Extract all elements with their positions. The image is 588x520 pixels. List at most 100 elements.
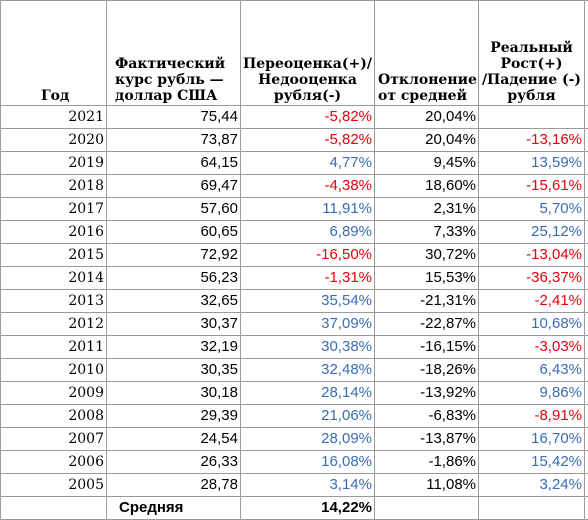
cell-real-growth[interactable]: 6,43% [479,359,585,382]
cell-year[interactable]: 2012 [1,313,107,336]
cell-real-growth[interactable]: 16,70% [479,428,585,451]
cell-extra[interactable] [585,359,588,382]
cell-year[interactable]: 2006 [1,451,107,474]
cell-deviation[interactable]: -21,31% [375,290,479,313]
cell-extra[interactable] [585,428,588,451]
cell-extra[interactable] [585,175,588,198]
cell-actual-rate[interactable]: 26,33 [107,451,241,474]
cell-real-growth[interactable]: 13,59% [479,152,585,175]
cell-extra[interactable] [585,152,588,175]
cell-actual-rate[interactable]: 24,54 [107,428,241,451]
cell-actual-rate[interactable]: 56,23 [107,267,241,290]
cell-real-growth[interactable] [479,106,585,129]
cell-over-under[interactable]: 16,08% [241,451,375,474]
cell-actual-rate[interactable]: 30,37 [107,313,241,336]
cell-deviation[interactable]: 30,72% [375,244,479,267]
cell-actual-rate[interactable]: 28,78 [107,474,241,497]
cell-over-under[interactable]: -1,31% [241,267,375,290]
cell-extra[interactable] [585,451,588,474]
cell-deviation[interactable]: 2,31% [375,198,479,221]
cell-deviation[interactable]: -13,92% [375,382,479,405]
cell-deviation[interactable]: -18,26% [375,359,479,382]
cell-actual-rate[interactable]: 29,39 [107,405,241,428]
footer-empty-cell[interactable] [479,497,585,520]
cell-over-under[interactable]: 28,14% [241,382,375,405]
cell-extra[interactable] [585,405,588,428]
cell-extra[interactable] [585,198,588,221]
cell-over-under[interactable]: 6,89% [241,221,375,244]
cell-over-under[interactable]: 32,48% [241,359,375,382]
cell-deviation[interactable]: 7,33% [375,221,479,244]
cell-over-under[interactable]: 3,14% [241,474,375,497]
cell-year[interactable]: 2005 [1,474,107,497]
cell-extra[interactable] [585,267,588,290]
cell-deviation[interactable]: 18,60% [375,175,479,198]
cell-real-growth[interactable]: 3,24% [479,474,585,497]
cell-deviation[interactable]: 11,08% [375,474,479,497]
cell-actual-rate[interactable]: 60,65 [107,221,241,244]
cell-year[interactable]: 2020 [1,129,107,152]
cell-real-growth[interactable]: -3,03% [479,336,585,359]
average-value[interactable]: 14,22% [241,497,375,520]
cell-year[interactable]: 2019 [1,152,107,175]
cell-real-growth[interactable]: 5,70% [479,198,585,221]
cell-over-under[interactable]: -16,50% [241,244,375,267]
average-label[interactable]: Средняя [107,497,241,520]
cell-year[interactable]: 2007 [1,428,107,451]
cell-actual-rate[interactable]: 75,44 [107,106,241,129]
cell-extra[interactable] [585,221,588,244]
cell-actual-rate[interactable]: 72,92 [107,244,241,267]
cell-extra[interactable] [585,106,588,129]
footer-empty-cell[interactable] [1,497,107,520]
cell-actual-rate[interactable]: 73,87 [107,129,241,152]
cell-real-growth[interactable]: 10,68% [479,313,585,336]
cell-extra[interactable] [585,336,588,359]
cell-extra[interactable] [585,129,588,152]
cell-year[interactable]: 2014 [1,267,107,290]
header-real-growth[interactable]: Реальный Рост(+) /Падение (-) рубля [479,1,585,106]
cell-deviation[interactable]: 9,45% [375,152,479,175]
header-deviation[interactable]: Отклонение от средней [375,1,479,106]
cell-real-growth[interactable]: -15,61% [479,175,585,198]
footer-empty-cell[interactable] [375,497,479,520]
cell-actual-rate[interactable]: 69,47 [107,175,241,198]
cell-real-growth[interactable]: 15,42% [479,451,585,474]
cell-year[interactable]: 2011 [1,336,107,359]
cell-year[interactable]: 2016 [1,221,107,244]
cell-real-growth[interactable]: -36,37% [479,267,585,290]
cell-deviation[interactable]: 20,04% [375,106,479,129]
cell-real-growth[interactable]: -8,91% [479,405,585,428]
footer-empty-cell[interactable] [585,497,588,520]
cell-deviation[interactable]: -1,86% [375,451,479,474]
cell-extra[interactable] [585,474,588,497]
cell-over-under[interactable]: 35,54% [241,290,375,313]
cell-over-under[interactable]: 21,06% [241,405,375,428]
cell-year[interactable]: 2010 [1,359,107,382]
cell-deviation[interactable]: -6,83% [375,405,479,428]
cell-actual-rate[interactable]: 57,60 [107,198,241,221]
header-extra-column[interactable] [585,1,588,106]
cell-actual-rate[interactable]: 30,18 [107,382,241,405]
cell-actual-rate[interactable]: 32,65 [107,290,241,313]
cell-real-growth[interactable]: -2,41% [479,290,585,313]
cell-deviation[interactable]: 15,53% [375,267,479,290]
cell-extra[interactable] [585,290,588,313]
cell-year[interactable]: 2008 [1,405,107,428]
cell-deviation[interactable]: -22,87% [375,313,479,336]
cell-year[interactable]: 2018 [1,175,107,198]
cell-over-under[interactable]: -5,82% [241,129,375,152]
cell-deviation[interactable]: -16,15% [375,336,479,359]
cell-over-under[interactable]: 28,09% [241,428,375,451]
cell-year[interactable]: 2013 [1,290,107,313]
cell-actual-rate[interactable]: 32,19 [107,336,241,359]
cell-over-under[interactable]: 37,09% [241,313,375,336]
cell-year[interactable]: 2017 [1,198,107,221]
cell-deviation[interactable]: 20,04% [375,129,479,152]
cell-real-growth[interactable]: 9,86% [479,382,585,405]
cell-over-under[interactable]: 30,38% [241,336,375,359]
cell-year[interactable]: 2015 [1,244,107,267]
cell-extra[interactable] [585,244,588,267]
header-actual-rate[interactable]: Фактический курс рубль — доллар США [107,1,241,106]
cell-year[interactable]: 2021 [1,106,107,129]
cell-real-growth[interactable]: 25,12% [479,221,585,244]
